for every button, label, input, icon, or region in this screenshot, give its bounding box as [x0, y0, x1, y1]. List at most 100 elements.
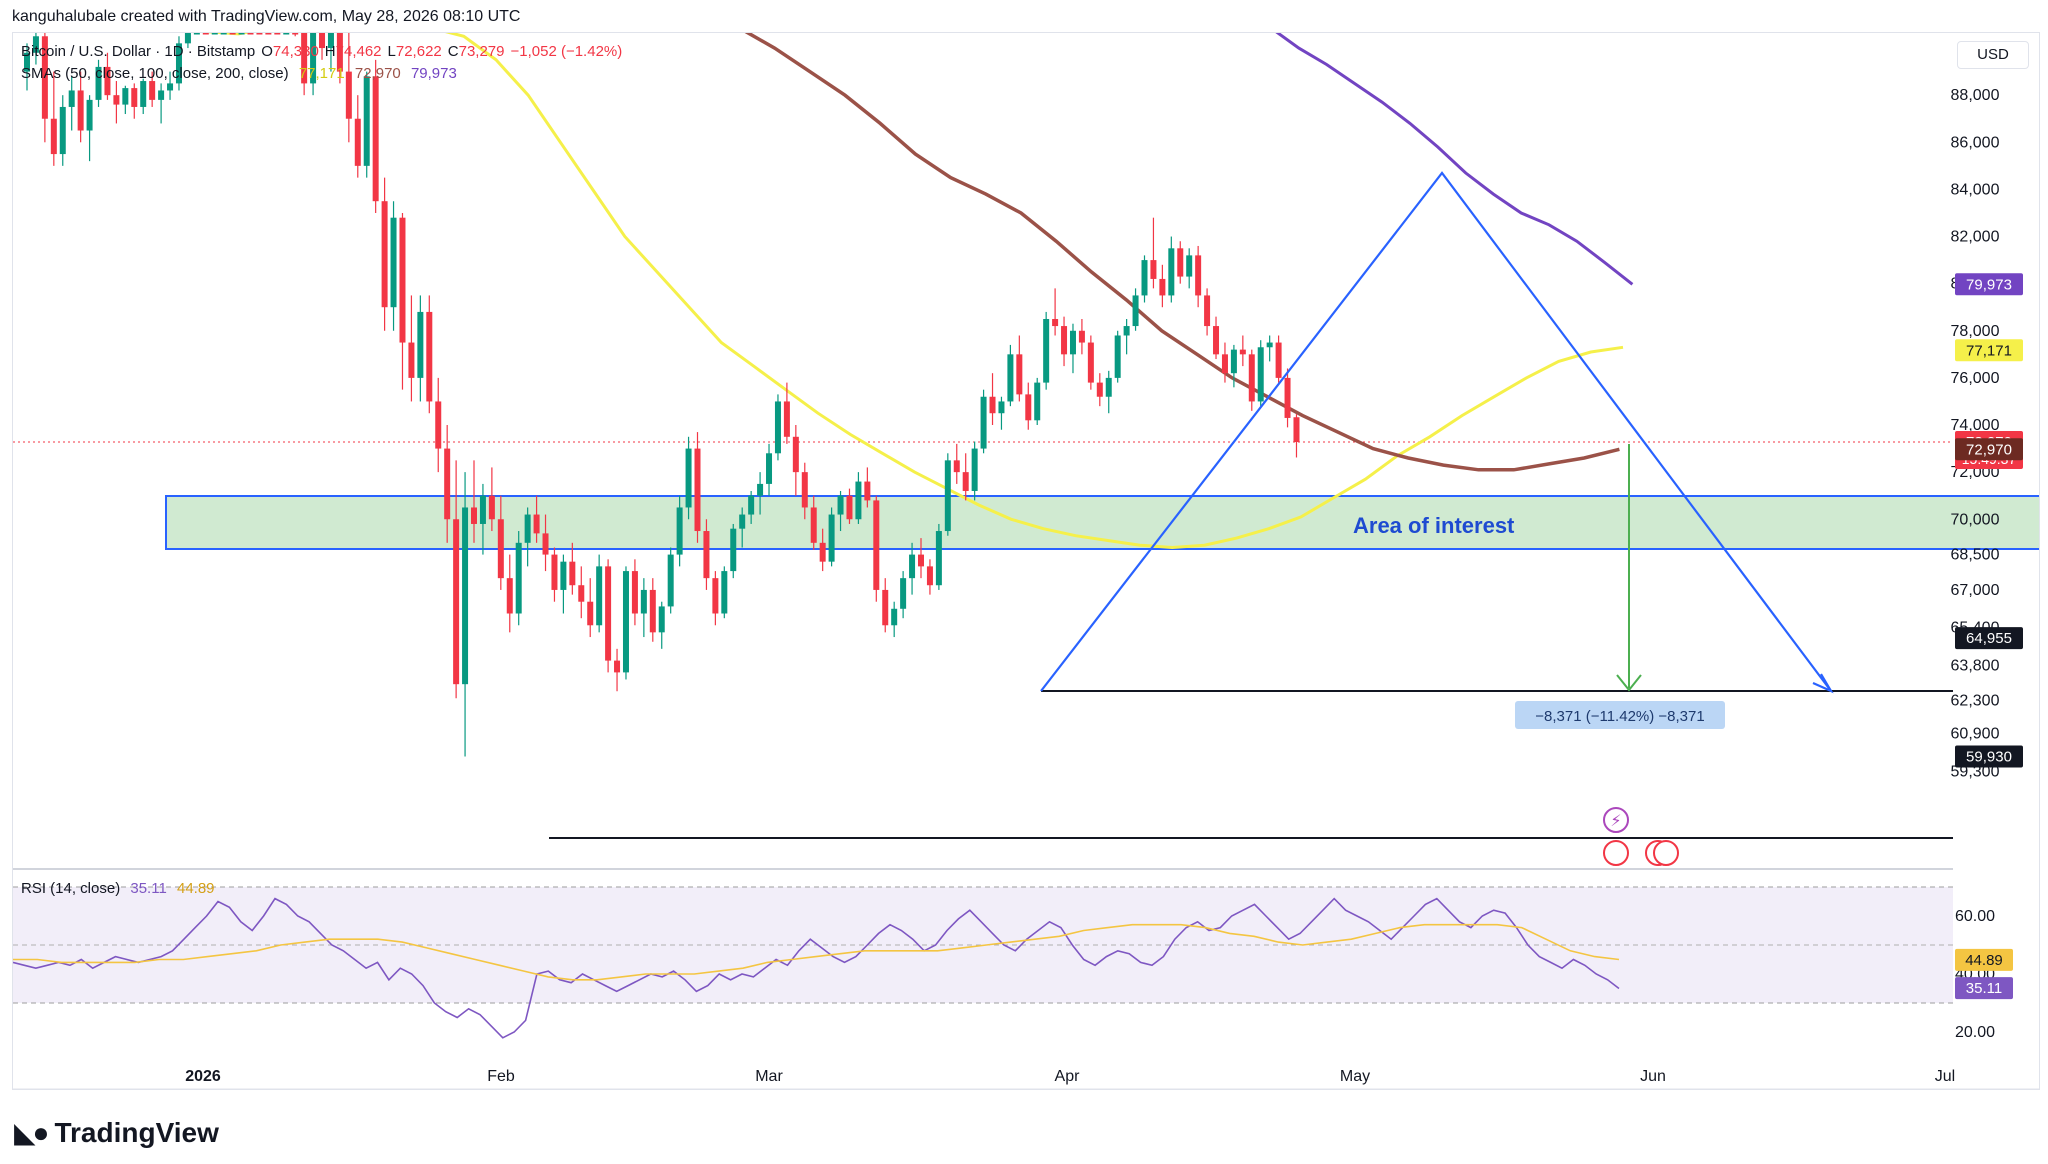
chart-frame[interactable]: Area of interest −8,371 (−11.42%) −8,371…: [12, 32, 2040, 1090]
time-axis[interactable]: 2026 Feb Mar Apr May Jun Jul: [185, 1068, 1955, 1085]
candle-body: [247, 33, 254, 35]
price-tick-label: 86,000: [1951, 134, 2000, 151]
price-tag-label: 64,955: [1966, 630, 2012, 647]
candle-body: [1230, 349, 1237, 374]
symbol-title: Bitcoin / U.S. Dollar · 1D · Bitstamp: [21, 43, 256, 60]
candle-body: [909, 554, 916, 579]
ohlc-high: 74,462: [335, 43, 382, 60]
candle-body: [175, 43, 182, 84]
candle-body: [667, 554, 674, 607]
rsi-ma-value: 44.89: [176, 880, 215, 897]
symbol-legend[interactable]: Bitcoin / U.S. Dollar · 1D · Bitstamp O74…: [21, 43, 628, 60]
sma200-line: [1275, 33, 1634, 286]
candle-body: [1275, 342, 1282, 378]
rsi-tick-label: 60.00: [1955, 908, 1995, 925]
candle-body: [926, 566, 933, 586]
candle-body: [882, 589, 889, 626]
candle-body: [59, 106, 66, 155]
candle-body: [1195, 255, 1202, 296]
candle-body: [220, 33, 227, 35]
candle-body: [131, 88, 138, 107]
pattern-arrowhead: [1812, 673, 1834, 694]
candle-body: [301, 33, 308, 84]
candle-body: [488, 495, 495, 520]
candle-body: [1204, 295, 1211, 327]
candle-body: [1007, 354, 1014, 402]
price-tick-label: 60,900: [1951, 726, 2000, 743]
candles-layer: [24, 33, 1300, 757]
ohlc-low: 72,622: [395, 43, 442, 60]
candle-body: [327, 33, 334, 49]
candle-body: [658, 606, 665, 633]
candle-body: [631, 571, 638, 614]
candle-body: [202, 33, 209, 35]
candle-body: [676, 507, 683, 555]
time-tick-label: Jul: [1935, 1068, 1955, 1085]
candle-body: [846, 495, 853, 520]
measure-arrowhead: [1616, 674, 1642, 692]
candle-body: [292, 33, 299, 35]
candle-body: [149, 81, 156, 100]
price-tag: [1955, 627, 2023, 650]
price-tick-label: 84,000: [1951, 181, 2000, 198]
sma-legend[interactable]: SMAs (50, close, 100, close, 200, close)…: [21, 65, 463, 82]
rsi-legend[interactable]: RSI (14, close) 35.11 44.89: [21, 880, 221, 897]
candle-body: [95, 66, 102, 100]
candle-body: [989, 396, 996, 414]
candle-body: [730, 528, 737, 572]
candle-body: [560, 561, 567, 590]
candle-body: [1266, 342, 1273, 348]
candle-body: [372, 76, 379, 202]
currency-button[interactable]: USD: [1957, 41, 2029, 69]
candle-body: [783, 401, 790, 437]
events-icon[interactable]: ⚡: [1603, 807, 1629, 833]
price-tick-label: 59,300: [1951, 763, 2000, 780]
price-axis[interactable]: 88,00086,00084,00082,00080,00078,00076,0…: [1951, 87, 2000, 780]
sma50-value: 77,171: [298, 65, 345, 82]
candle-body: [819, 542, 826, 562]
candle-body: [971, 448, 978, 491]
candle-body: [757, 483, 764, 496]
candle-body: [1141, 260, 1148, 296]
candle-body: [685, 448, 692, 508]
rsi-ma-line: [13, 923, 1620, 981]
candle-body: [1150, 260, 1157, 279]
price-tick-label: 62,300: [1951, 693, 2000, 710]
candle-body: [363, 76, 370, 166]
chart-canvas[interactable]: Area of interest −8,371 (−11.42%) −8,371…: [13, 33, 2039, 1089]
candle-body: [354, 118, 361, 166]
rsi-tag: [1955, 977, 2013, 1000]
ohlc-low-label: L: [387, 43, 396, 60]
candle-body: [77, 90, 84, 131]
sma100-line: [744, 33, 1620, 472]
price-tag: [1955, 339, 2023, 362]
us-flag-event-icon[interactable]: [1603, 840, 1679, 866]
price-tick-label: 82,000: [1951, 229, 2000, 246]
candle-body: [479, 495, 486, 524]
candle-body: [193, 33, 200, 35]
ohlc-close-label: C: [447, 43, 459, 60]
candle-body: [774, 401, 781, 454]
candle-body: [649, 589, 656, 633]
candle-body: [944, 460, 951, 532]
price-tick-label: 88,000: [1951, 87, 2000, 104]
price-tick-label: 74,000: [1951, 417, 2000, 434]
candle-body: [1114, 335, 1121, 378]
candle-body: [1087, 342, 1094, 383]
tradingview-logo[interactable]: ◣● TradingView: [14, 1116, 219, 1149]
candle-body: [1132, 295, 1139, 327]
candle-body: [766, 453, 773, 484]
candle-body: [229, 33, 236, 35]
candle-body: [712, 578, 719, 614]
candle-body: [390, 217, 397, 308]
price-tag-label: 79,973: [1966, 276, 2012, 293]
candle-body: [1177, 248, 1184, 277]
price-tick-label: 67,000: [1951, 582, 2000, 599]
candle-body: [158, 90, 165, 100]
candle-body: [319, 33, 326, 49]
candle-body: [471, 507, 477, 524]
candle-body: [140, 81, 147, 107]
candle-body: [24, 52, 30, 72]
pattern-triangle[interactable]: [1040, 171, 1832, 692]
